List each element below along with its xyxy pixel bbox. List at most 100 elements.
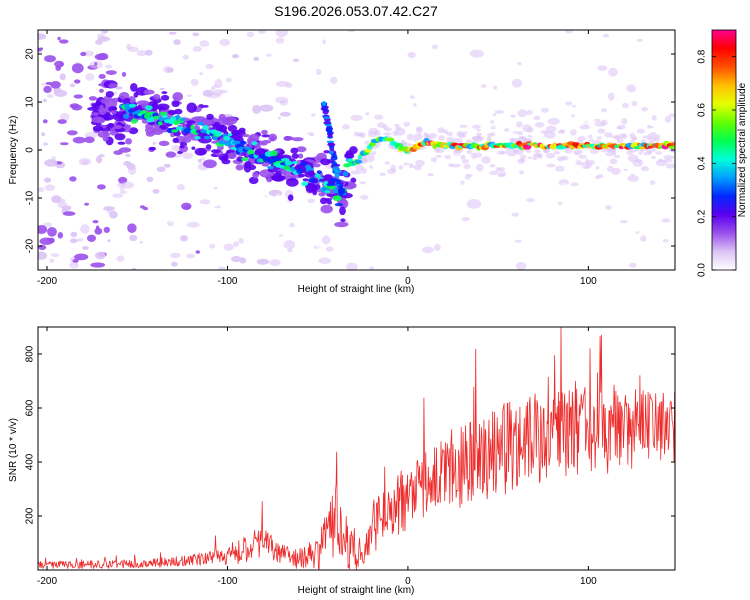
- spectrogram-cell-38: [434, 243, 441, 251]
- spectrogram-cell-591: [512, 131, 519, 134]
- spectrogram-cell-73: [348, 30, 355, 33]
- spectrogram-cell-252: [94, 62, 98, 66]
- spectrogram-cell-268: [365, 112, 370, 116]
- spectrogram-cell-433: [577, 164, 584, 169]
- spectrogram-cell-562: [575, 160, 582, 166]
- spectrogram-cell-485: [445, 158, 452, 165]
- spectrogram-cell-92: [214, 205, 221, 209]
- spectrogram-cell-651: [413, 103, 417, 107]
- spectrogram-cell-675: [655, 151, 662, 155]
- spectrogram-cell-269: [131, 267, 137, 270]
- spectrogram-cell-1236: [332, 195, 342, 202]
- colorbar-tick-label: 0.8: [697, 49, 708, 63]
- spectrogram-cell-1092: [99, 104, 104, 110]
- spectrogram-cell-1053: [102, 130, 109, 136]
- spectrogram-cell-279: [369, 266, 375, 270]
- spectrogram-cell-1101: [165, 151, 176, 158]
- spectrogram-cell-838: [145, 130, 155, 137]
- spectrogram-cell-1088: [129, 99, 135, 104]
- colorbar-bar: [712, 30, 736, 270]
- spectrogram-cell-405: [398, 165, 404, 170]
- spectrogram-cell-784: [119, 92, 130, 100]
- spectrogram-cell-152: [43, 222, 53, 228]
- spectrogram-cell-44: [69, 103, 80, 109]
- spectrogram-cell-162: [564, 30, 573, 34]
- spectrogram-cell-109: [651, 112, 658, 116]
- spectrogram-cell-1106: [123, 113, 130, 120]
- spectrogram-cell-1488: [335, 179, 341, 183]
- spectrogram-cell-234: [342, 124, 350, 130]
- spectrogram-cell-508: [476, 128, 481, 132]
- spectrogram-cell-1021: [320, 158, 331, 166]
- spectrogram-cell-322: [73, 79, 81, 84]
- spectrogram-cell-10: [631, 100, 638, 107]
- spectrogram-x-tick-label: -100: [217, 276, 237, 287]
- spectrogram-cell-945: [340, 218, 346, 222]
- spectrogram-cell-1213: [296, 168, 304, 174]
- spectrogram-cell-280: [212, 84, 218, 88]
- spectrogram-cell-978: [123, 124, 132, 128]
- spectrogram-cell-135: [409, 95, 415, 99]
- spectrogram-cell-827: [98, 83, 105, 87]
- spectrogram-cell-164: [87, 234, 96, 242]
- spectrogram-cell-488: [578, 154, 587, 159]
- spectrogram-cell-511: [450, 163, 462, 168]
- spectrogram-cell-1023: [172, 137, 179, 144]
- spectrogram-cell-270: [414, 175, 423, 181]
- spectrogram-cell-47: [593, 118, 601, 122]
- spectrogram-cell-671: [430, 157, 438, 163]
- spectrogram-cell-46: [43, 85, 52, 93]
- spectrogram-cell-358: [212, 89, 224, 96]
- spectrogram-cell-27: [662, 239, 669, 243]
- spectrogram-cell-999: [179, 145, 185, 149]
- spectrogram-cell-181: [278, 234, 284, 237]
- spectrogram-cell-575: [553, 151, 561, 155]
- spectrogram-marks: [38, 30, 675, 270]
- spectrogram-cell-452: [601, 108, 607, 113]
- spectrogram-cell-496: [428, 132, 437, 139]
- spectrogram-cell-934: [334, 221, 349, 228]
- spectrogram-cell-87: [272, 189, 278, 195]
- spectrogram-cell-343: [44, 159, 58, 167]
- spectrogram-cell-39: [136, 50, 148, 57]
- spectrogram-cell-0: [38, 187, 45, 192]
- spectrogram-cell-462: [460, 154, 466, 160]
- snr-y-tick-label: 800: [25, 345, 36, 362]
- snr-x-tick-label: -100: [217, 576, 237, 587]
- spectrogram-cell-1026: [114, 133, 126, 141]
- spectrogram-cell-301: [321, 235, 331, 245]
- spectrogram-cell-621: [629, 132, 636, 139]
- spectrogram-cell-1225: [316, 170, 322, 175]
- spectrogram-cell-623: [637, 150, 642, 154]
- spectrogram-cell-422: [466, 149, 472, 155]
- spectrogram-cell-1073: [148, 146, 157, 151]
- colorbar: 0.0 0.2 0.4 0.6 0.8 Normalized spectral ampl…: [697, 29, 748, 277]
- spectrogram-cell-780: [88, 96, 97, 101]
- spectrogram-cell-449: [604, 132, 613, 138]
- spectrogram-cell-642: [595, 166, 600, 170]
- spectrogram-cell-186: [192, 32, 200, 37]
- spectrogram-cell-246: [350, 170, 362, 175]
- spectrogram-cell-93: [146, 176, 154, 182]
- spectrogram-cell-512: [651, 114, 657, 121]
- spectrogram-cell-1506: [322, 110, 329, 115]
- spectrogram-cell-483: [534, 149, 541, 154]
- spectrogram-cell-597: [441, 129, 448, 133]
- spectrogram-cell-600: [384, 161, 390, 165]
- spectrogram-cell-55: [517, 109, 527, 118]
- spectrogram-cell-853: [248, 176, 259, 185]
- spectrogram-cell-948: [339, 206, 346, 216]
- spectrogram-cell-54: [159, 87, 165, 90]
- spectrogram-cell-223: [57, 119, 67, 124]
- spectrogram-cell-529: [626, 150, 634, 155]
- spectrogram-cell-211: [266, 53, 272, 57]
- spectrogram-cell-253: [107, 239, 111, 242]
- spectrogram-cell-1224: [314, 173, 321, 178]
- spectrogram-cell-121: [641, 106, 649, 112]
- spectrogram-cell-1197: [270, 150, 278, 157]
- spectrogram-cell-1235: [332, 188, 339, 194]
- spectrogram-cell-81: [44, 184, 56, 191]
- spectrogram-cell-231: [279, 111, 291, 117]
- spectrogram-cell-865: [202, 159, 217, 169]
- spectrogram-cell-286: [103, 172, 113, 181]
